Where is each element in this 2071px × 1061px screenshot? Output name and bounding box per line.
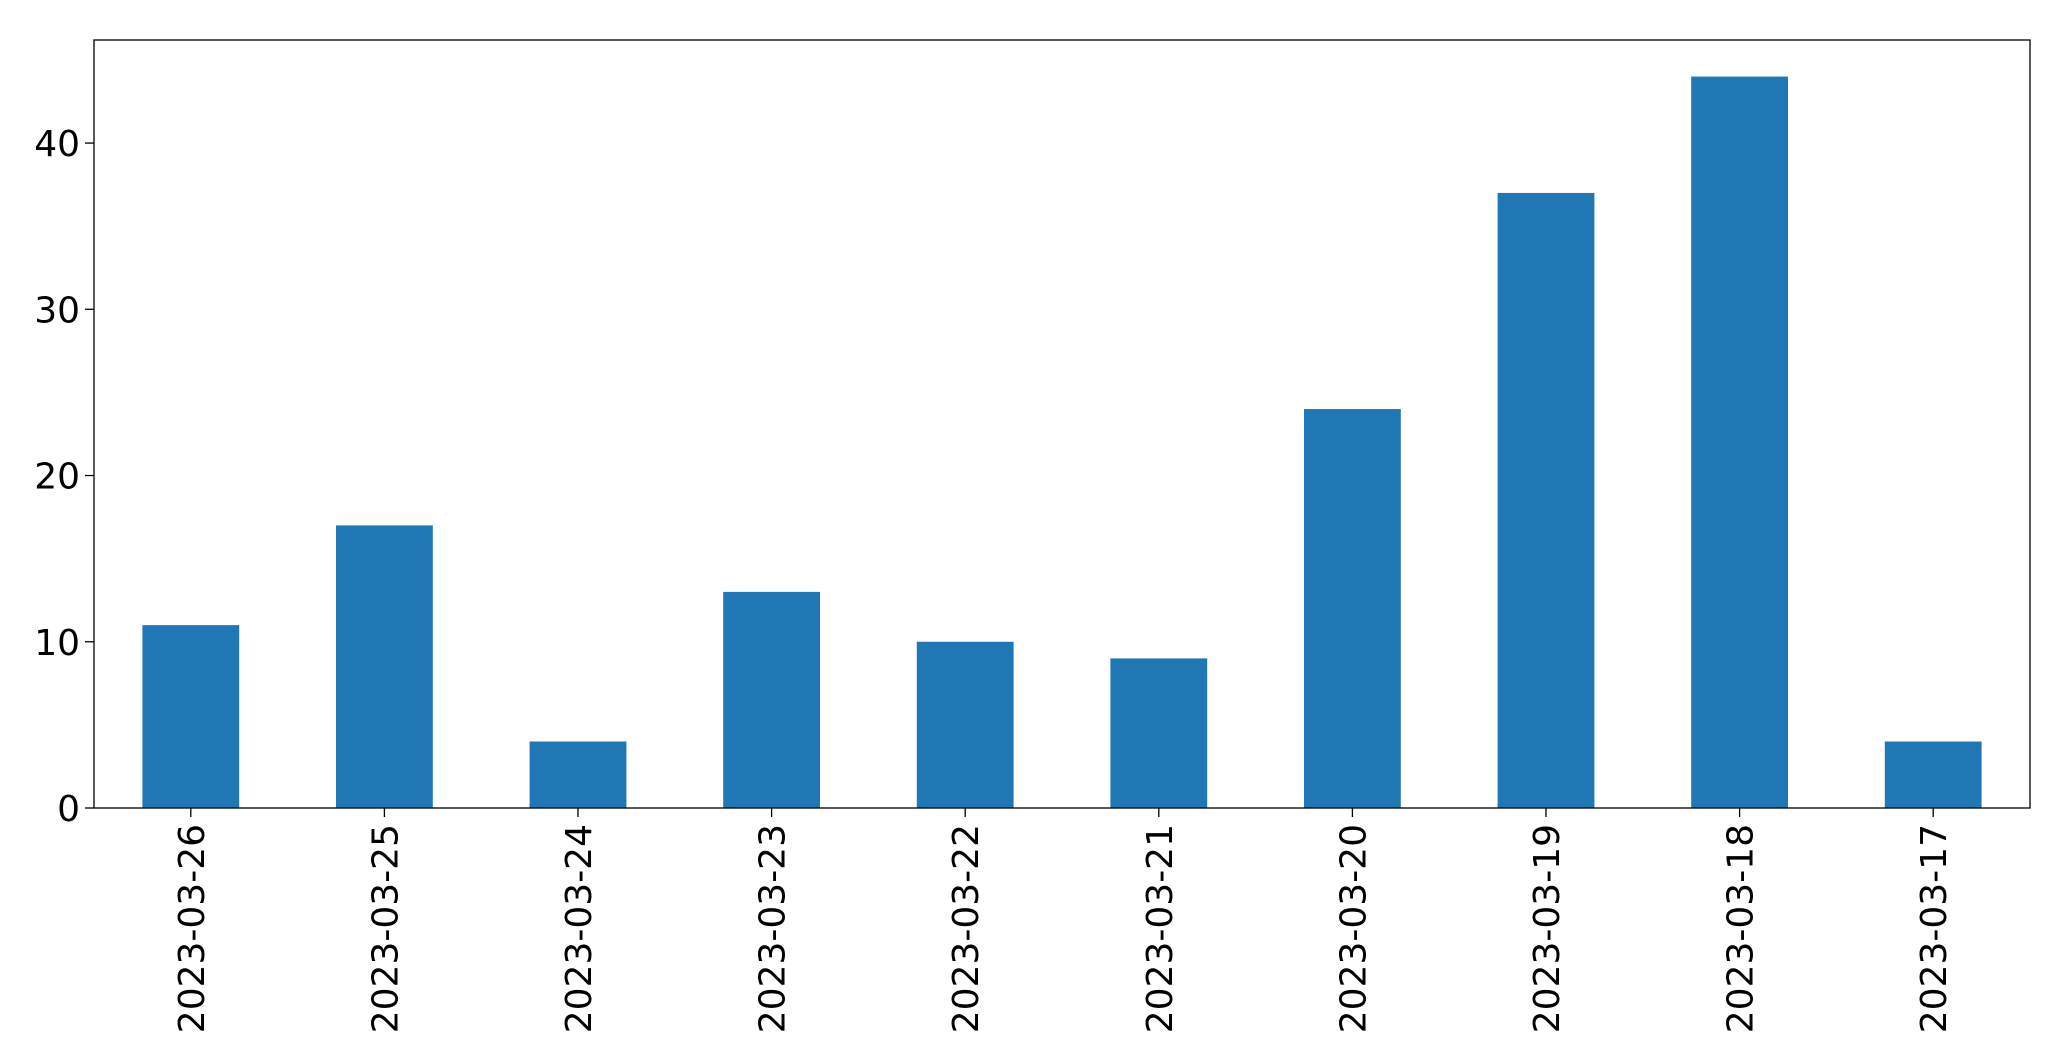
x-tick-label: 2023-03-18	[1721, 824, 1762, 1033]
y-tick-label: 10	[34, 623, 80, 664]
x-tick-label: 2023-03-22	[946, 824, 987, 1033]
x-tick-label: 2023-03-23	[753, 824, 794, 1033]
bar	[1304, 409, 1401, 808]
y-tick-label: 0	[57, 789, 80, 830]
x-tick-label: 2023-03-21	[1140, 824, 1181, 1033]
bar	[1497, 192, 1595, 808]
y-tick-label: 20	[34, 457, 80, 498]
bar	[1110, 658, 1208, 808]
y-tick-label: 40	[34, 124, 80, 165]
plot-frame	[93, 39, 2031, 809]
x-tick-label: 2023-03-20	[1333, 824, 1374, 1033]
x-tick-label: 2023-03-24	[559, 824, 600, 1033]
y-tick-label: 30	[34, 290, 80, 331]
x-tick-label: 2023-03-25	[365, 824, 406, 1033]
bar	[723, 591, 820, 808]
x-tick-label: 2023-03-19	[1527, 824, 1568, 1033]
bar	[916, 641, 1014, 808]
bar	[529, 741, 627, 808]
bar	[142, 625, 240, 808]
bar	[336, 525, 433, 808]
bar	[1691, 76, 1788, 809]
x-tick-label: 2023-03-17	[1914, 824, 1955, 1033]
x-tick-label: 2023-03-26	[172, 824, 213, 1033]
bar	[1884, 741, 1982, 808]
